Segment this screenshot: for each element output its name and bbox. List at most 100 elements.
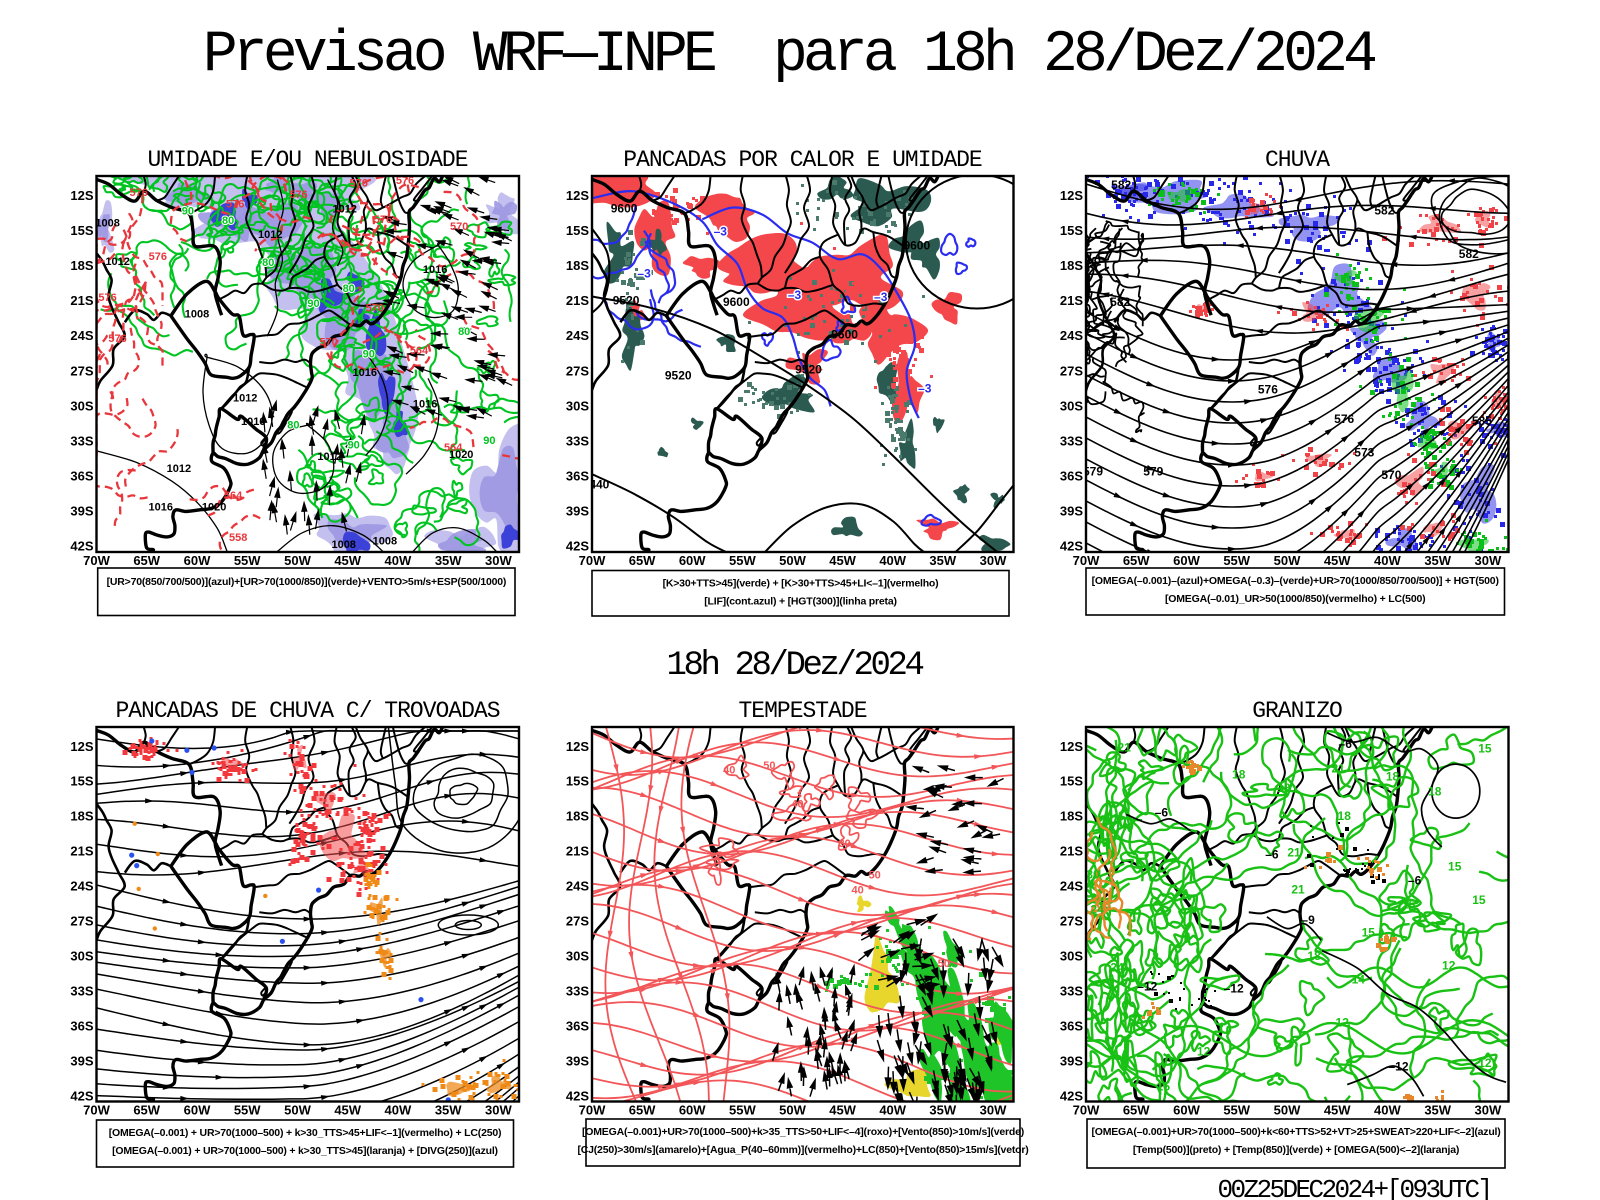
svg-text:24S: 24S — [70, 879, 93, 894]
svg-text:1020: 1020 — [202, 502, 226, 514]
svg-text:1016: 1016 — [353, 367, 377, 379]
svg-text:9520: 9520 — [613, 294, 640, 308]
svg-text:80: 80 — [287, 420, 299, 432]
svg-text:576: 576 — [130, 187, 148, 199]
svg-text:40W: 40W — [879, 553, 906, 568]
svg-text:24S: 24S — [1060, 879, 1083, 894]
svg-text:36S: 36S — [566, 1018, 589, 1033]
svg-text:–9: –9 — [1301, 913, 1315, 927]
svg-text:579: 579 — [1083, 464, 1103, 478]
svg-text:–6: –6 — [1155, 806, 1169, 820]
svg-text:40W: 40W — [1374, 553, 1401, 568]
svg-text:50W: 50W — [779, 1103, 806, 1118]
svg-text:24: 24 — [1110, 961, 1124, 975]
svg-text:–12: –12 — [1224, 982, 1244, 996]
svg-text:–6: –6 — [1408, 873, 1422, 887]
svg-text:39S: 39S — [1060, 1053, 1083, 1068]
svg-text:33S: 33S — [70, 983, 93, 998]
svg-text:50W: 50W — [1274, 553, 1301, 568]
svg-text:18: 18 — [1386, 770, 1400, 784]
svg-text:18S: 18S — [566, 809, 589, 824]
svg-text:24S: 24S — [70, 328, 93, 343]
svg-text:40W: 40W — [1374, 1103, 1401, 1118]
svg-text:30S: 30S — [70, 398, 93, 413]
svg-text:PANCADAS POR CALOR E UMIDADE: PANCADAS POR CALOR E UMIDADE — [623, 147, 982, 173]
svg-text:564: 564 — [410, 345, 429, 357]
svg-text:60W: 60W — [1173, 1103, 1200, 1118]
svg-text:30S: 30S — [1060, 398, 1083, 413]
svg-text:15: 15 — [1478, 742, 1492, 756]
svg-text:39S: 39S — [70, 504, 93, 519]
svg-text:[UR>70(850/700/500)](azul)+[UR: [UR>70(850/700/500)](azul)+[UR>70(1000/8… — [107, 576, 507, 588]
svg-text:582: 582 — [1459, 247, 1479, 261]
svg-text:36S: 36S — [1060, 1018, 1083, 1033]
svg-text:70W: 70W — [1073, 1103, 1100, 1118]
svg-text:39S: 39S — [566, 504, 589, 519]
svg-text:585: 585 — [1472, 414, 1492, 428]
svg-text:30W: 30W — [485, 1103, 512, 1118]
svg-text:18S: 18S — [1060, 809, 1083, 824]
svg-text:65W: 65W — [1123, 1103, 1150, 1118]
svg-text:70W: 70W — [83, 1103, 110, 1118]
svg-text:15: 15 — [1402, 898, 1416, 912]
svg-text:21S: 21S — [70, 844, 93, 859]
svg-text:21: 21 — [1291, 883, 1305, 897]
svg-text:40W: 40W — [385, 1103, 412, 1118]
svg-text:576: 576 — [226, 199, 244, 211]
svg-text:45W: 45W — [1324, 1103, 1351, 1118]
svg-text:582: 582 — [1111, 178, 1131, 192]
svg-text:50: 50 — [869, 869, 881, 881]
svg-text:15S: 15S — [566, 223, 589, 238]
svg-text:60W: 60W — [1173, 553, 1200, 568]
svg-text:21: 21 — [1118, 741, 1132, 755]
svg-text:45W: 45W — [829, 1103, 856, 1118]
svg-text:–6: –6 — [1339, 737, 1353, 751]
svg-text:65W: 65W — [629, 1103, 656, 1118]
svg-text:33S: 33S — [70, 434, 93, 449]
svg-text:27S: 27S — [70, 914, 93, 929]
svg-text:80: 80 — [458, 326, 470, 338]
svg-text:–12: –12 — [1137, 979, 1157, 993]
svg-text:1012: 1012 — [105, 256, 129, 268]
svg-text:21S: 21S — [1060, 293, 1083, 308]
svg-text:45W: 45W — [334, 1103, 361, 1118]
svg-text:564: 564 — [444, 442, 463, 454]
svg-text:36S: 36S — [566, 469, 589, 484]
svg-text:12: 12 — [1442, 958, 1456, 972]
svg-text:–3: –3 — [714, 225, 728, 239]
svg-text:9600: 9600 — [723, 295, 750, 309]
svg-text:12S: 12S — [1060, 739, 1083, 754]
svg-text:39S: 39S — [70, 1053, 93, 1068]
svg-text:Previsao WRF—INPE para 18h 28: Previsao WRF—INPE para 18h 28/Dez/2024 — [203, 23, 1375, 88]
svg-text:PANCADAS DE CHUVA C/ TROVOADAS: PANCADAS DE CHUVA C/ TROVOADAS — [115, 698, 499, 724]
svg-text:30W: 30W — [980, 1103, 1007, 1118]
svg-text:576: 576 — [108, 333, 126, 345]
svg-text:576: 576 — [1334, 412, 1354, 426]
svg-text:576: 576 — [289, 189, 307, 201]
svg-text:24: 24 — [1090, 902, 1104, 916]
svg-text:24S: 24S — [1060, 328, 1083, 343]
svg-text:15S: 15S — [566, 774, 589, 789]
svg-text:36S: 36S — [70, 1018, 93, 1033]
svg-text:65W: 65W — [1123, 553, 1150, 568]
svg-text:39S: 39S — [566, 1053, 589, 1068]
svg-text:CHUVA: CHUVA — [1265, 147, 1330, 173]
svg-text:576: 576 — [149, 251, 167, 263]
svg-text:27S: 27S — [566, 914, 589, 929]
svg-text:90: 90 — [483, 435, 495, 447]
svg-text:15S: 15S — [1060, 223, 1083, 238]
svg-text:–3: –3 — [874, 290, 888, 304]
svg-text:21S: 21S — [566, 844, 589, 859]
svg-text:27S: 27S — [1060, 914, 1083, 929]
svg-text:27S: 27S — [70, 363, 93, 378]
svg-text:9520: 9520 — [795, 363, 822, 377]
svg-text:21S: 21S — [1060, 844, 1083, 859]
svg-text:30S: 30S — [1060, 949, 1083, 964]
svg-text:30W: 30W — [980, 553, 1007, 568]
svg-text:576: 576 — [1258, 383, 1278, 397]
svg-text:[OMEGA(–0.001) + UR>70(1000–50: [OMEGA(–0.001) + UR>70(1000–500) + k>30_… — [109, 1127, 502, 1139]
svg-text:576: 576 — [374, 214, 392, 226]
svg-text:40: 40 — [851, 885, 863, 897]
svg-text:[OMEGA(–0.001)+UR>70(1000–500): [OMEGA(–0.001)+UR>70(1000–500)+k>35_TTS>… — [582, 1126, 1024, 1138]
svg-text:50W: 50W — [284, 553, 311, 568]
